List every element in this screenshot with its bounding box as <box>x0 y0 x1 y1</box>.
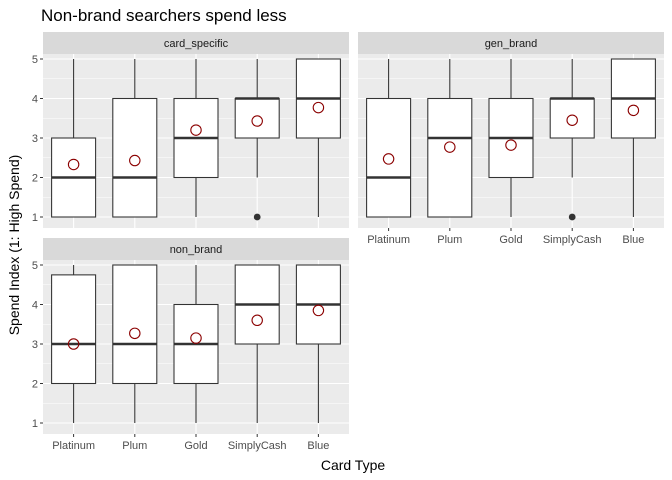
y-tick-label: 4 <box>32 300 38 312</box>
x-tick-label: Gold <box>499 234 522 246</box>
strip-label: non_brand <box>170 244 223 256</box>
mean-marker <box>251 314 263 327</box>
x-tick-label: Gold <box>184 440 207 452</box>
box-platinum <box>51 59 97 218</box>
box-plum <box>112 264 158 423</box>
mean-marker <box>312 304 325 317</box>
box-iqr <box>51 274 97 385</box>
y-tick-label: 5 <box>32 54 38 66</box>
box-simplycash <box>234 59 280 221</box>
strip-label: gen_brand <box>485 38 538 50</box>
box-iqr <box>549 97 595 139</box>
strip-background <box>358 32 664 54</box>
box-blue <box>295 264 341 423</box>
box-simplycash <box>234 264 280 423</box>
box-gold <box>173 59 219 217</box>
y-tick-label: 4 <box>32 94 38 106</box>
x-tick-label: Platinum <box>52 440 95 452</box>
y-axis-title: Spend Index (1: High Spend) <box>6 155 22 336</box>
mean-marker <box>129 154 141 167</box>
box-blue <box>610 58 656 217</box>
x-tick-label: SimplyCash <box>543 234 602 246</box>
x-axis-title: Card Type <box>321 457 386 473</box>
mean-marker <box>67 158 80 171</box>
chart-title: Non-brand searchers spend less <box>41 6 287 25</box>
y-tick-label: 5 <box>32 260 38 272</box>
outlier-point <box>568 213 576 221</box>
strip-label: card_specific <box>164 38 229 50</box>
mean-marker <box>382 153 395 165</box>
mean-marker <box>190 124 202 136</box>
facet-card_specific: card_specific 1 2 3 4 5 <box>32 32 349 228</box>
x-tick-label: Blue <box>307 440 329 452</box>
box-gold <box>488 59 534 217</box>
outlier-point <box>253 213 261 221</box>
box-iqr <box>427 97 473 218</box>
x-tick-label: Platinum <box>367 234 410 246</box>
x-tick-label: Plum <box>437 234 462 246</box>
y-tick-label: 2 <box>32 173 38 185</box>
mean-marker <box>444 141 456 153</box>
mean-marker <box>67 338 80 350</box>
mean-marker <box>505 139 517 151</box>
x-tick-label: Blue <box>622 234 644 246</box>
box-blue <box>295 58 341 217</box>
box-platinum <box>366 59 412 218</box>
box-iqr <box>366 97 412 218</box>
mean-marker <box>129 327 141 340</box>
mean-marker <box>627 104 640 117</box>
x-tick-label: SimplyCash <box>228 440 287 452</box>
y-tick-label: 1 <box>32 212 38 224</box>
box-simplycash <box>549 59 595 221</box>
y-tick-label: 3 <box>32 133 38 145</box>
y-tick-label: 1 <box>32 418 38 430</box>
box-platinum <box>51 265 97 423</box>
facet-panels: card_specific 1 2 3 4 5 gen_brand Platinum Plum G… <box>32 32 664 452</box>
mean-marker <box>190 332 202 344</box>
facet-gen_brand: gen_brand Platinum Plum Gold SimplyCash Blue <box>358 32 664 246</box>
box-plum <box>427 59 473 218</box>
facet-non_brand: non_brand 1 2 3 4 5 Platinum Plum Gold SimplyCash… <box>32 238 349 452</box>
box-plum <box>112 59 158 218</box>
x-tick-label: Plum <box>122 440 147 452</box>
mean-marker <box>251 115 263 127</box>
mean-marker <box>312 101 325 114</box>
mean-marker <box>566 114 578 126</box>
y-tick-label: 2 <box>32 379 38 391</box>
box-iqr <box>112 264 158 385</box>
box-iqr <box>112 97 158 218</box>
box-iqr <box>234 97 280 139</box>
strip-background <box>43 238 349 260</box>
box-gold <box>173 265 219 423</box>
strip-background <box>43 32 349 54</box>
y-tick-label: 3 <box>32 339 38 351</box>
